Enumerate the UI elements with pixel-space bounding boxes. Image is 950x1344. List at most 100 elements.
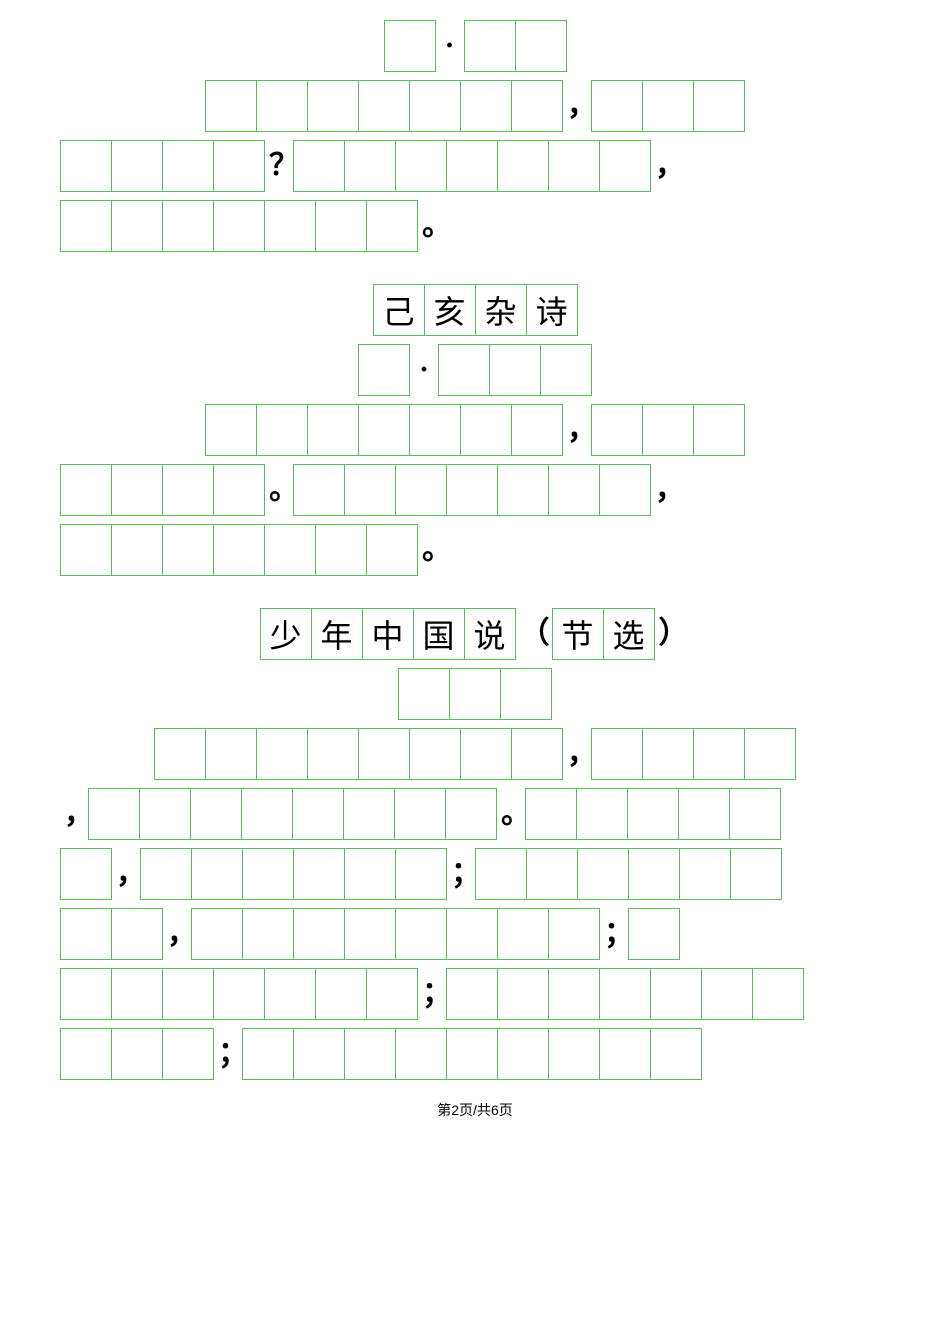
grid-cell: [60, 968, 112, 1020]
grid-cell: [409, 728, 461, 780]
grid-row: 。: [60, 200, 890, 252]
section-2-title-row: 己亥杂诗: [60, 284, 890, 336]
lparen: （: [516, 608, 552, 660]
grid-cell: [358, 344, 410, 396]
punctuation: ，: [163, 908, 191, 960]
cell-group: [205, 404, 563, 456]
cell-group: [358, 344, 410, 396]
punctuation: ，: [651, 140, 679, 192]
footer-current: 2: [451, 1102, 459, 1118]
grid-cell: 杂: [475, 284, 527, 336]
grid-cell: [511, 404, 563, 456]
punctuation: ，: [112, 848, 140, 900]
grid-cell: [650, 1028, 702, 1080]
cell-group: [293, 464, 651, 516]
grid-cell: [366, 524, 418, 576]
grid-cell: [693, 728, 745, 780]
grid-cell: [205, 728, 257, 780]
grid-cell: [464, 20, 516, 72]
grid-cell: [460, 80, 512, 132]
grid-cell: [395, 848, 447, 900]
punctuation: ，: [60, 788, 88, 840]
grid-cell: [315, 200, 367, 252]
grid-cell: [344, 848, 396, 900]
grid-row: ；: [60, 968, 890, 1020]
grid-cell: [205, 404, 257, 456]
punctuation: ；: [447, 848, 475, 900]
cell-group: [293, 140, 651, 192]
grid-cell: [60, 1028, 112, 1080]
grid-cell: [293, 848, 345, 900]
grid-cell: [693, 80, 745, 132]
cell-group: [525, 788, 781, 840]
grid-cell: 年: [311, 608, 363, 660]
punctuation: ·: [410, 344, 438, 396]
grid-cell: [256, 728, 308, 780]
section-1: ·，？，。: [60, 20, 890, 252]
grid-cell: [693, 404, 745, 456]
grid-cell: [111, 968, 163, 1020]
cell-group: [60, 1028, 214, 1080]
grid-cell: [497, 140, 549, 192]
grid-cell: [307, 404, 359, 456]
grid-cell: [344, 908, 396, 960]
grid-cell: [139, 788, 191, 840]
grid-cell: [497, 464, 549, 516]
cell-group: [191, 908, 600, 960]
grid-cell: [293, 908, 345, 960]
grid-cell: [162, 200, 214, 252]
grid-cell: [548, 464, 600, 516]
grid-cell: [599, 968, 651, 1020]
cell-group: [446, 968, 804, 1020]
grid-cell: [438, 344, 490, 396]
punctuation: ；: [214, 1028, 242, 1080]
cell-group: [628, 908, 680, 960]
grid-cell: [642, 80, 694, 132]
cell-group: [438, 344, 592, 396]
punctuation: 。: [418, 524, 446, 576]
grid-cell: 说: [464, 608, 516, 660]
grid-cell: [358, 728, 410, 780]
grid-cell: [60, 524, 112, 576]
cell-group: [60, 848, 112, 900]
cell-group: [60, 140, 265, 192]
title-group: 己亥杂诗: [373, 284, 578, 336]
grid-cell: [213, 968, 265, 1020]
grid-row: ，: [60, 404, 890, 456]
grid-cell: [366, 968, 418, 1020]
punctuation: ，: [563, 404, 591, 456]
grid-cell: [548, 968, 600, 1020]
grid-cell: 己: [373, 284, 425, 336]
grid-cell: [679, 848, 731, 900]
cell-group: [464, 20, 567, 72]
grid-cell: [343, 788, 395, 840]
grid-cell: [729, 788, 781, 840]
cell-group: [242, 1028, 702, 1080]
grid-cell: [525, 788, 577, 840]
cell-group: [60, 908, 163, 960]
grid-cell: [344, 464, 396, 516]
grid-cell: [205, 80, 257, 132]
grid-cell: [307, 80, 359, 132]
grid-cell: [264, 968, 316, 1020]
grid-cell: [628, 848, 680, 900]
grid-cell: [315, 524, 367, 576]
grid-cell: [446, 908, 498, 960]
worksheet-page: ·，？，。 己亥杂诗 ·，。，。 少年中国说 （ 节选 ） ，，。，；，；；； …: [0, 0, 950, 1140]
grid-cell: [511, 728, 563, 780]
grid-cell: [242, 908, 294, 960]
footer-total: 6: [491, 1102, 499, 1118]
grid-cell: [292, 788, 344, 840]
grid-row: ；: [60, 1028, 890, 1080]
cell-group: [398, 668, 552, 720]
grid-row: ·: [60, 344, 890, 396]
grid-cell: [366, 200, 418, 252]
grid-cell: [264, 200, 316, 252]
grid-cell: [60, 464, 112, 516]
cell-group: [475, 848, 782, 900]
grid-cell: [445, 788, 497, 840]
cell-group: [60, 524, 418, 576]
section-3: ，，。，；，；；；: [60, 668, 890, 1080]
grid-cell: [162, 524, 214, 576]
grid-cell: [599, 1028, 651, 1080]
